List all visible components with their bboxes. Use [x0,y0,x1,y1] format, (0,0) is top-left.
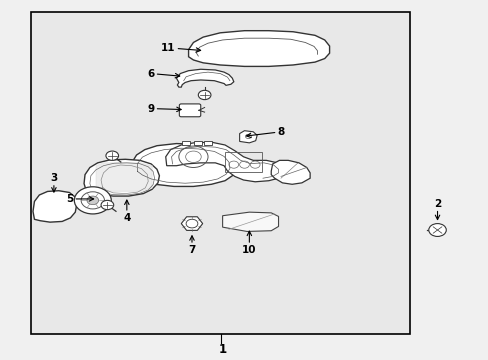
Circle shape [87,196,99,204]
Polygon shape [165,143,284,182]
Bar [194,141,202,145]
Text: 10: 10 [242,231,256,255]
Polygon shape [239,131,257,143]
FancyBboxPatch shape [179,104,201,117]
Polygon shape [84,159,159,196]
Polygon shape [271,160,309,184]
Polygon shape [188,31,329,66]
Polygon shape [181,217,202,230]
Text: 11: 11 [161,43,200,53]
Circle shape [198,90,210,100]
Bar [203,141,211,145]
Text: 9: 9 [147,104,181,113]
Circle shape [101,201,114,210]
Polygon shape [131,144,236,186]
Text: 2: 2 [433,199,440,220]
Circle shape [428,224,446,237]
Circle shape [74,187,111,214]
Text: 8: 8 [246,127,284,138]
Bar [182,141,190,145]
Bar [224,153,261,172]
Text: 3: 3 [50,173,58,192]
Text: 4: 4 [123,200,130,223]
Polygon shape [176,69,233,87]
Polygon shape [96,163,152,192]
Text: 5: 5 [66,194,93,204]
Polygon shape [222,212,278,231]
Polygon shape [33,191,77,222]
Text: 7: 7 [188,236,195,255]
Text: 6: 6 [147,68,180,78]
Text: 1: 1 [218,343,226,356]
Bar [30,12,409,334]
Circle shape [106,151,118,160]
